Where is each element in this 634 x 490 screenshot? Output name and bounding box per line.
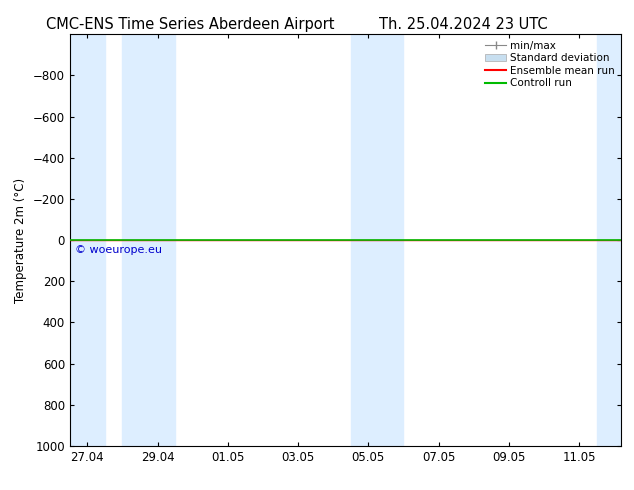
Text: CMC-ENS Time Series Aberdeen Airport: CMC-ENS Time Series Aberdeen Airport [46,17,335,32]
Bar [597,34,632,446]
Legend: min/max, Standard deviation, Ensemble mean run, Controll run: min/max, Standard deviation, Ensemble me… [482,37,618,92]
Bar [70,34,105,446]
Text: © woeurope.eu: © woeurope.eu [75,245,162,255]
Title: CMC-ENS Time Series Aberdeen Airport      Th. 25.04.2024 23 UTC: CMC-ENS Time Series Aberdeen Airport Th.… [0,489,1,490]
Text: Th. 25.04.2024 23 UTC: Th. 25.04.2024 23 UTC [378,17,547,32]
Y-axis label: Temperature 2m (°C): Temperature 2m (°C) [14,177,27,303]
Bar [351,34,403,446]
Bar [122,34,175,446]
